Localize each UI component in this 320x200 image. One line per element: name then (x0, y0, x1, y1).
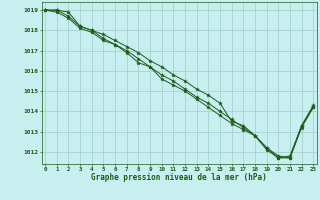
X-axis label: Graphe pression niveau de la mer (hPa): Graphe pression niveau de la mer (hPa) (91, 173, 267, 182)
